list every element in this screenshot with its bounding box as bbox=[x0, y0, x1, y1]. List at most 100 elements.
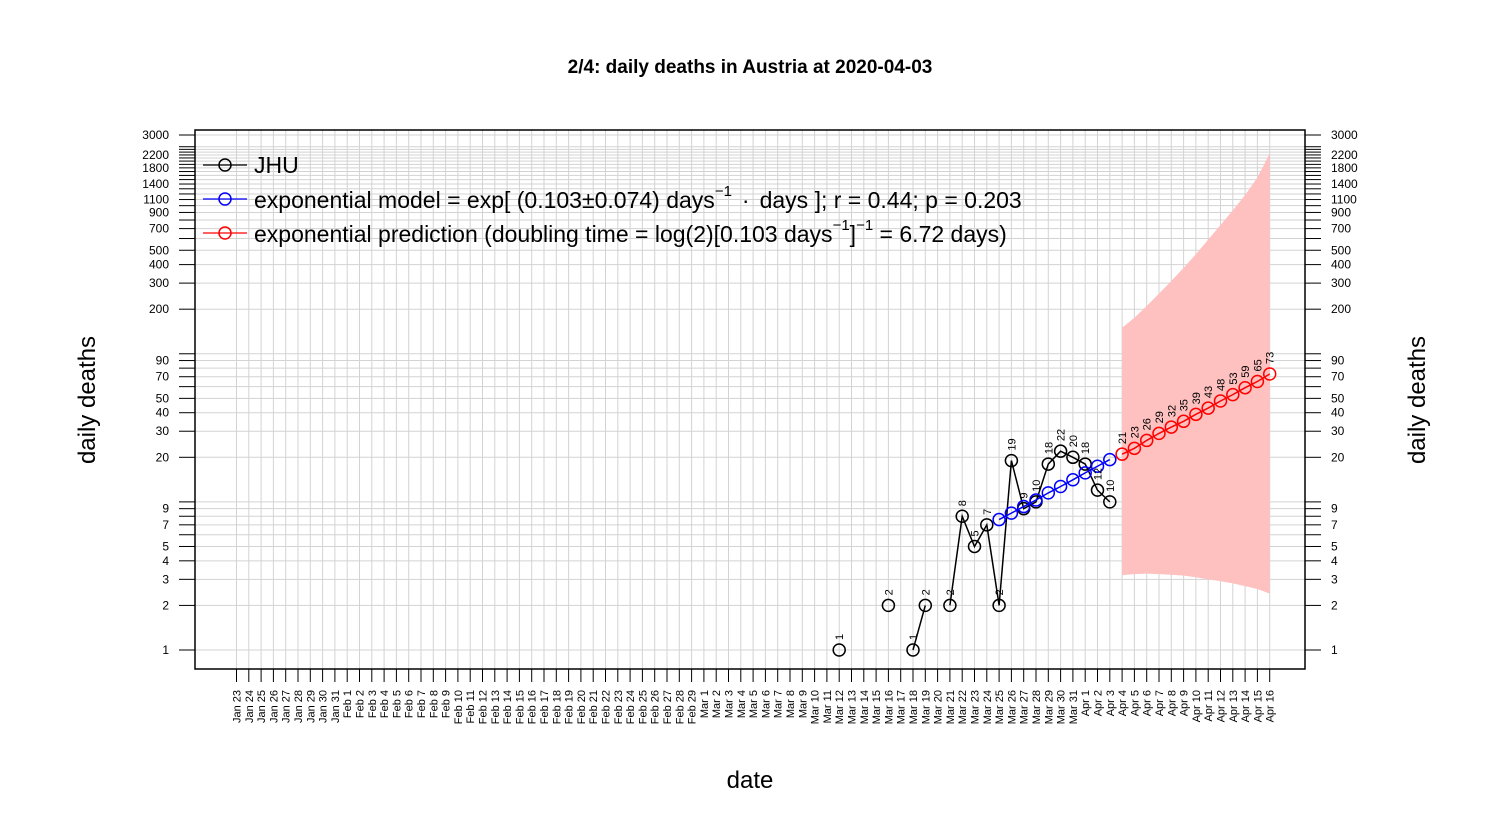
x-tick-label: Apr 11 bbox=[1203, 690, 1215, 722]
x-tick-label: Apr 2 bbox=[1093, 690, 1105, 716]
x-tick-label: Mar 13 bbox=[847, 690, 859, 724]
y-tick-label-left: 90 bbox=[156, 354, 170, 368]
y-tick-label-left: 1800 bbox=[142, 161, 169, 175]
x-tick-label: Mar 4 bbox=[736, 690, 748, 718]
x-tick-label: Jan 27 bbox=[281, 690, 293, 723]
legend-pred-prefix: exponential prediction (doubling time = … bbox=[254, 221, 833, 247]
x-tick-label: Mar 17 bbox=[896, 690, 908, 724]
x-tick-label: Mar 2 bbox=[711, 690, 723, 718]
data-label: 20 bbox=[1068, 435, 1080, 447]
y-tick-label-left: 3 bbox=[162, 572, 169, 586]
x-tick-label: Feb 18 bbox=[551, 690, 563, 724]
x-tick-label: Apr 12 bbox=[1216, 690, 1228, 722]
jhu-point bbox=[1090, 483, 1105, 497]
x-tick-label: Jan 30 bbox=[318, 690, 330, 723]
x-tick-label: Jan 29 bbox=[305, 690, 317, 723]
legend-model-suffix: days ]; r = 0.44; p = 0.203 bbox=[760, 187, 1022, 213]
jhu-point bbox=[943, 598, 957, 613]
data-label: 12 bbox=[1093, 468, 1105, 480]
y-tick-label-left: 1 bbox=[162, 643, 169, 657]
plot-frame bbox=[194, 129, 1306, 670]
data-label: 9 bbox=[1019, 493, 1031, 499]
x-tick-label: Feb 6 bbox=[404, 690, 416, 718]
data-label: 53 bbox=[1228, 372, 1240, 384]
model-point bbox=[1004, 506, 1019, 520]
legend-prediction-text: exponential prediction (doubling time = … bbox=[254, 217, 1007, 247]
jhu-point bbox=[1066, 450, 1080, 465]
legend-pred-mid: ] bbox=[850, 221, 856, 247]
y-tick-label-right: 900 bbox=[1331, 205, 1351, 219]
x-tick-label: Feb 16 bbox=[527, 690, 539, 724]
prediction-point bbox=[1139, 433, 1154, 448]
x-tick-label: Feb 28 bbox=[674, 690, 686, 724]
model-point bbox=[1041, 486, 1056, 500]
model-point bbox=[992, 512, 1006, 527]
x-tick-label: Feb 4 bbox=[379, 690, 391, 718]
jhu-point bbox=[992, 598, 1006, 613]
y-tick-label-right: 40 bbox=[1331, 406, 1345, 420]
y-tick-label-left: 300 bbox=[149, 276, 169, 290]
y-tick-label-right: 3000 bbox=[1331, 128, 1358, 142]
x-tick-label: Feb 8 bbox=[428, 690, 440, 718]
y-tick-label-left: 9 bbox=[162, 502, 169, 516]
y-tick-label-left: 20 bbox=[156, 450, 170, 464]
y-tick-label-left: 400 bbox=[149, 258, 169, 272]
data-label: 73 bbox=[1265, 352, 1277, 364]
data-label: 1 bbox=[834, 634, 846, 640]
x-tick-label: Feb 3 bbox=[367, 690, 379, 718]
jhu-point bbox=[1053, 444, 1068, 458]
data-label: 39 bbox=[1191, 392, 1203, 404]
prediction-interval-band bbox=[1122, 153, 1270, 594]
x-tick-label: Jan 23 bbox=[232, 690, 244, 723]
chart-title: 2/4: daily deaths in Austria at 2020-04-… bbox=[568, 57, 933, 78]
prediction-point bbox=[1189, 407, 1203, 422]
legend-model-sup: −1 bbox=[715, 183, 732, 200]
model-point bbox=[1078, 466, 1092, 480]
legend-model-dot: · bbox=[742, 187, 750, 213]
x-tick-label: Apr 1 bbox=[1080, 690, 1092, 716]
legend-model-prefix: exponential model = exp[ (0.103 bbox=[254, 187, 582, 213]
x-tick-label: Mar 23 bbox=[970, 690, 982, 724]
x-tick-label: Feb 22 bbox=[601, 690, 613, 724]
data-label: 1 bbox=[908, 634, 920, 640]
y-tick-label-left: 2200 bbox=[142, 148, 169, 162]
jhu-point bbox=[918, 598, 933, 613]
data-label: 22 bbox=[1056, 429, 1068, 441]
y-tick-label-left: 4 bbox=[162, 554, 169, 568]
x-tick-label: Apr 15 bbox=[1252, 690, 1264, 722]
x-axis-title: date bbox=[727, 767, 774, 794]
y-tick-label-right: 4 bbox=[1331, 554, 1338, 568]
x-tick-label: Mar 12 bbox=[834, 690, 846, 724]
y-tick-label-right: 7 bbox=[1331, 518, 1338, 532]
x-tick-label: Feb 7 bbox=[416, 690, 428, 718]
x-tick-label: Apr 5 bbox=[1129, 690, 1141, 716]
y-tick-label-left: 900 bbox=[149, 205, 169, 219]
data-label: 7 bbox=[982, 509, 994, 515]
model-point bbox=[1053, 479, 1068, 494]
y-tick-label-right: 300 bbox=[1331, 276, 1351, 290]
data-label: 43 bbox=[1203, 386, 1215, 398]
legend-model-pm: ± bbox=[582, 187, 595, 213]
data-label: 10 bbox=[1105, 480, 1117, 492]
x-tick-label: Jan 31 bbox=[330, 690, 342, 723]
y-tick-label-left: 1100 bbox=[143, 193, 169, 207]
legend-pred-suffix: = 6.72 days) bbox=[873, 221, 1007, 247]
legend-jhu-text: JHU bbox=[254, 152, 299, 178]
x-tick-label: Apr 8 bbox=[1166, 690, 1178, 716]
model-point bbox=[1029, 493, 1043, 507]
data-label: 59 bbox=[1240, 365, 1252, 377]
data-label: 65 bbox=[1252, 359, 1264, 371]
data-label: 35 bbox=[1179, 399, 1191, 411]
x-tick-label: Apr 7 bbox=[1154, 690, 1166, 716]
x-tick-label: Mar 11 bbox=[822, 690, 834, 723]
jhu-point bbox=[1041, 457, 1056, 471]
y-tick-label-left: 500 bbox=[149, 243, 169, 257]
data-label: 21 bbox=[1117, 432, 1129, 444]
y-tick-label-right: 70 bbox=[1331, 370, 1345, 384]
x-tick-label: Feb 29 bbox=[687, 690, 699, 724]
y-tick-label-right: 50 bbox=[1331, 391, 1345, 405]
x-tick-label: Feb 11 bbox=[465, 690, 477, 723]
x-tick-label: Jan 24 bbox=[244, 690, 256, 723]
model-point bbox=[1090, 459, 1105, 474]
